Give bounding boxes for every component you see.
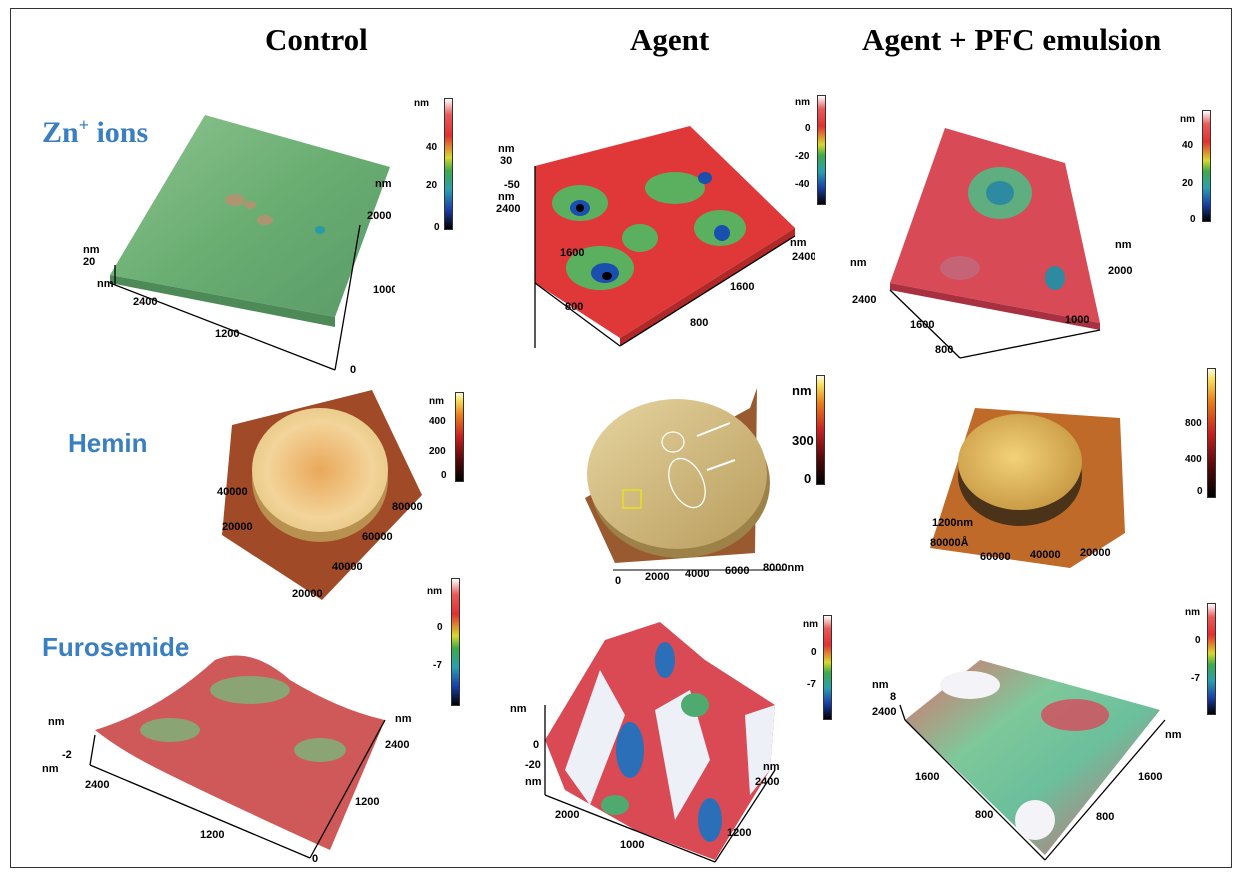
svg-text:nm: nm — [498, 191, 515, 203]
svg-text:2000: 2000 — [645, 571, 669, 583]
svg-text:nm: nm — [1115, 239, 1132, 251]
svg-text:60000: 60000 — [980, 551, 1011, 563]
svg-text:nm: nm — [763, 761, 780, 773]
svg-text:6000: 6000 — [725, 565, 749, 577]
svg-text:-2: -2 — [62, 749, 72, 761]
svg-text:1600: 1600 — [910, 319, 934, 331]
svg-text:20000: 20000 — [222, 521, 253, 533]
svg-text:2400: 2400 — [852, 294, 876, 306]
row-label-zn-ions: Zn+ ions — [42, 115, 149, 149]
svg-text:nm: nm — [510, 703, 527, 715]
colorbar-hemin-pfc: 800 400 0 — [1185, 368, 1225, 503]
svg-text:800: 800 — [1096, 811, 1114, 823]
svg-text:2400: 2400 — [755, 776, 779, 788]
colorbar-furosemide-agent: nm 0 -7 — [803, 615, 838, 725]
afm-hemin-agent: 0 2000 4000 6000 8000nm — [585, 378, 825, 593]
column-title-agent: Agent — [630, 22, 710, 57]
svg-text:nm: nm — [1165, 729, 1182, 741]
afm-zn-pfc: nm 2000 1000 nm 2400 1600 800 — [850, 118, 1170, 373]
svg-text:2400: 2400 — [792, 251, 815, 263]
svg-text:nm: nm — [872, 679, 889, 691]
svg-text:0: 0 — [615, 575, 621, 587]
svg-text:nm: nm — [498, 143, 515, 155]
svg-text:8: 8 — [890, 691, 896, 703]
svg-text:1200: 1200 — [355, 796, 379, 808]
svg-text:800: 800 — [935, 344, 953, 356]
row-label-furosemide: Furosemide — [42, 632, 190, 662]
svg-text:20000: 20000 — [292, 588, 323, 600]
svg-text:20000: 20000 — [1080, 547, 1111, 559]
svg-text:nm: nm — [48, 716, 65, 728]
colorbar-furosemide-pfc: nm 0 -7 — [1185, 603, 1225, 718]
svg-text:80000Å: 80000Å — [930, 536, 969, 549]
svg-text:nm: nm — [525, 776, 542, 788]
svg-text:1200nm: 1200nm — [932, 517, 973, 529]
axis-label: nm — [83, 244, 100, 256]
colorbar-furosemide-control: nm 0 -7 — [425, 578, 470, 708]
svg-text:1600: 1600 — [730, 281, 754, 293]
colorbar-zn-pfc: nm 40 20 0 — [1178, 110, 1218, 230]
axis-tick: 2400 — [133, 296, 157, 308]
svg-text:1000: 1000 — [620, 839, 644, 851]
svg-text:60000: 60000 — [362, 531, 393, 543]
colorbar-zn-control: nm 40 20 0 — [412, 98, 457, 238]
svg-text:nm: nm — [42, 763, 59, 775]
colorbar-hemin-agent: nm 300 0 — [792, 375, 832, 487]
column-title-control: Control — [265, 22, 368, 57]
axis-tick: 0 — [350, 364, 356, 376]
afm-hemin-control: 40000 20000 80000 60000 40000 20000 — [212, 385, 427, 607]
axis-tick: 1200 — [215, 328, 239, 340]
afm-furosemide-control: nm -2 nm 2400 1200 nm 2400 1200 0 — [40, 640, 425, 865]
axis-label: nm — [375, 178, 392, 190]
svg-text:1200: 1200 — [200, 829, 224, 841]
svg-text:0: 0 — [533, 739, 539, 751]
svg-text:-50: -50 — [504, 179, 520, 191]
svg-text:nm: nm — [850, 257, 867, 269]
afm-hemin-pfc: 1200nm 80000Å 60000 40000 20000 — [930, 398, 1130, 576]
afm-furosemide-agent: nm 0 -20 nm 2000 1000 nm 2400 1200 — [505, 620, 815, 865]
afm-zn-control: nm 2000 1000 0 nm 20 nm 2400 1200 — [75, 105, 395, 380]
svg-text:2000: 2000 — [555, 809, 579, 821]
svg-text:1600: 1600 — [560, 247, 584, 259]
svg-text:8000nm: 8000nm — [763, 562, 804, 574]
svg-text:1000: 1000 — [1065, 314, 1089, 326]
svg-text:40000: 40000 — [217, 486, 248, 498]
svg-text:nm: nm — [395, 713, 412, 725]
svg-text:800: 800 — [975, 809, 993, 821]
svg-text:1600: 1600 — [915, 771, 939, 783]
colorbar-hemin-control: nm 400 200 0 — [425, 392, 470, 487]
svg-text:40000: 40000 — [1030, 549, 1061, 561]
column-title-agent-pfc: Agent + PFC emulsion — [862, 22, 1162, 57]
svg-text:2400: 2400 — [872, 706, 896, 718]
afm-zn-agent: nm 30 -50 nm 2400 1600 800 nm 2400 1600 … — [490, 108, 815, 353]
colorbar-zn-agent: nm 0 -20 -40 — [795, 95, 835, 210]
svg-text:1200: 1200 — [727, 827, 751, 839]
svg-text:2400: 2400 — [496, 203, 520, 215]
svg-text:nm: nm — [790, 237, 807, 249]
svg-text:2000: 2000 — [1108, 265, 1132, 277]
svg-text:30: 30 — [500, 155, 512, 167]
svg-text:-20: -20 — [525, 759, 541, 771]
axis-tick: 20 — [83, 256, 95, 268]
svg-text:800: 800 — [565, 301, 583, 313]
afm-furosemide-pfc: nm 8 2400 1600 800 nm 1600 800 — [860, 640, 1185, 865]
axis-tick: 1000 — [373, 284, 395, 296]
axis-tick: 2000 — [367, 210, 391, 222]
svg-text:80000: 80000 — [392, 501, 423, 513]
svg-text:1600: 1600 — [1138, 771, 1162, 783]
row-label-hemin: Hemin — [68, 428, 148, 458]
svg-text:4000: 4000 — [685, 568, 709, 580]
svg-text:2400: 2400 — [85, 779, 109, 791]
svg-text:2400: 2400 — [385, 739, 409, 751]
axis-label: nm — [97, 278, 114, 290]
svg-text:40000: 40000 — [332, 561, 363, 573]
svg-text:800: 800 — [690, 317, 708, 329]
svg-text:0: 0 — [312, 853, 318, 865]
